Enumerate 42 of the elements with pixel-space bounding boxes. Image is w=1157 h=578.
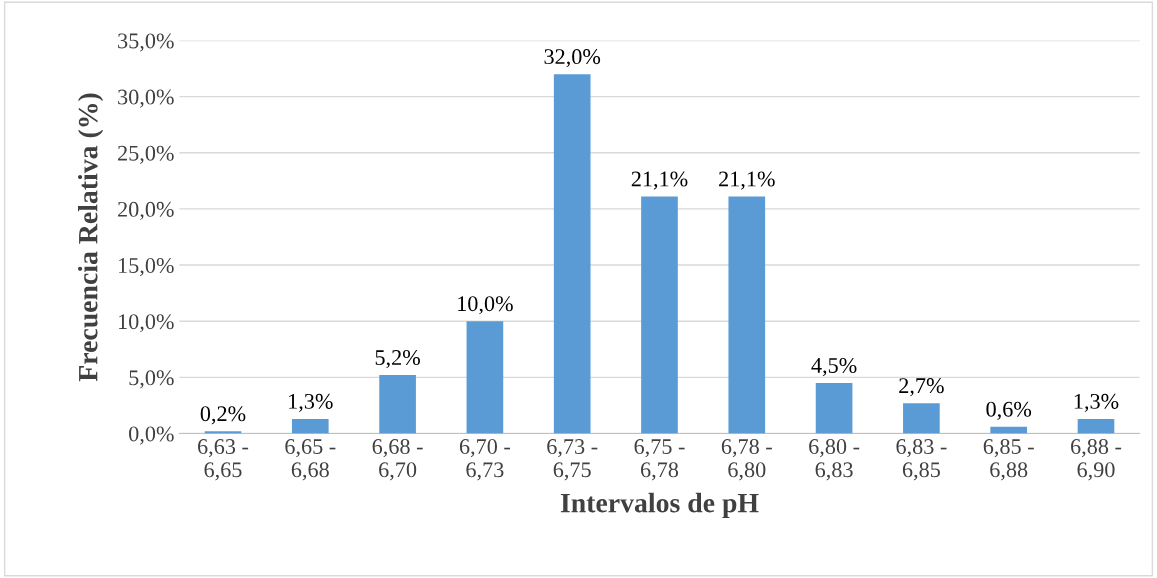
data-label: 1,3% [289, 393, 333, 413]
bar [553, 74, 591, 434]
x-tick-label: 6,70 - 6,73 [459, 439, 511, 481]
x-tick-label: 6,73 - 6,75 [547, 439, 598, 481]
x-tick-label: 6,85 - 6,88 [983, 439, 1034, 481]
x-tick-label: 6,78 - 6,80 [721, 439, 772, 481]
x-tick-label: 6,75 - 6,78 [634, 439, 685, 481]
bar [903, 403, 940, 434]
y-tick-label: 0,0% [129, 426, 174, 445]
bar [379, 375, 416, 434]
data-label: 21,1% [719, 171, 775, 190]
bar [815, 382, 853, 434]
x-axis-title: Intervalos de pH [560, 492, 759, 519]
data-label: 10,0% [458, 296, 513, 315]
y-axis-title: Frecuencia Relativa (%) [77, 93, 104, 382]
bar [291, 418, 329, 434]
y-tick-label: 15,0% [119, 257, 174, 277]
x-tick-label: 6,63 - 6,65 [198, 439, 249, 481]
data-label: 2,7% [899, 378, 944, 397]
x-tick-label: 6,68 - 6,70 [372, 439, 423, 481]
x-tick-label: 6,83 - 6,85 [896, 439, 947, 481]
y-tick-label: 25,0% [118, 145, 174, 164]
bar [728, 196, 766, 434]
bar [641, 196, 678, 434]
y-tick-label: 20,0% [118, 201, 174, 221]
y-tick-label: 5,0% [129, 370, 174, 389]
data-label: 4,5% [811, 357, 857, 377]
bar [466, 321, 504, 434]
data-label: 32,0% [544, 49, 601, 68]
y-tick-label: 35,0% [118, 33, 174, 52]
bar [1077, 418, 1115, 434]
data-label: 1,3% [1074, 393, 1119, 413]
x-tick-label: 6,80 - 6,83 [809, 439, 860, 481]
x-tick-label: 6,88 - 6,90 [1071, 439, 1122, 481]
data-label: 21,1% [631, 171, 688, 190]
x-tick-label: 6,65 - 6,68 [285, 439, 336, 481]
data-label: 0,6% [986, 401, 1032, 420]
y-tick-label: 30,0% [118, 89, 174, 108]
data-label: 5,2% [375, 350, 420, 369]
data-label: 0,2% [200, 406, 246, 425]
y-tick-label: 10,0% [119, 314, 174, 333]
bar [990, 426, 1028, 434]
